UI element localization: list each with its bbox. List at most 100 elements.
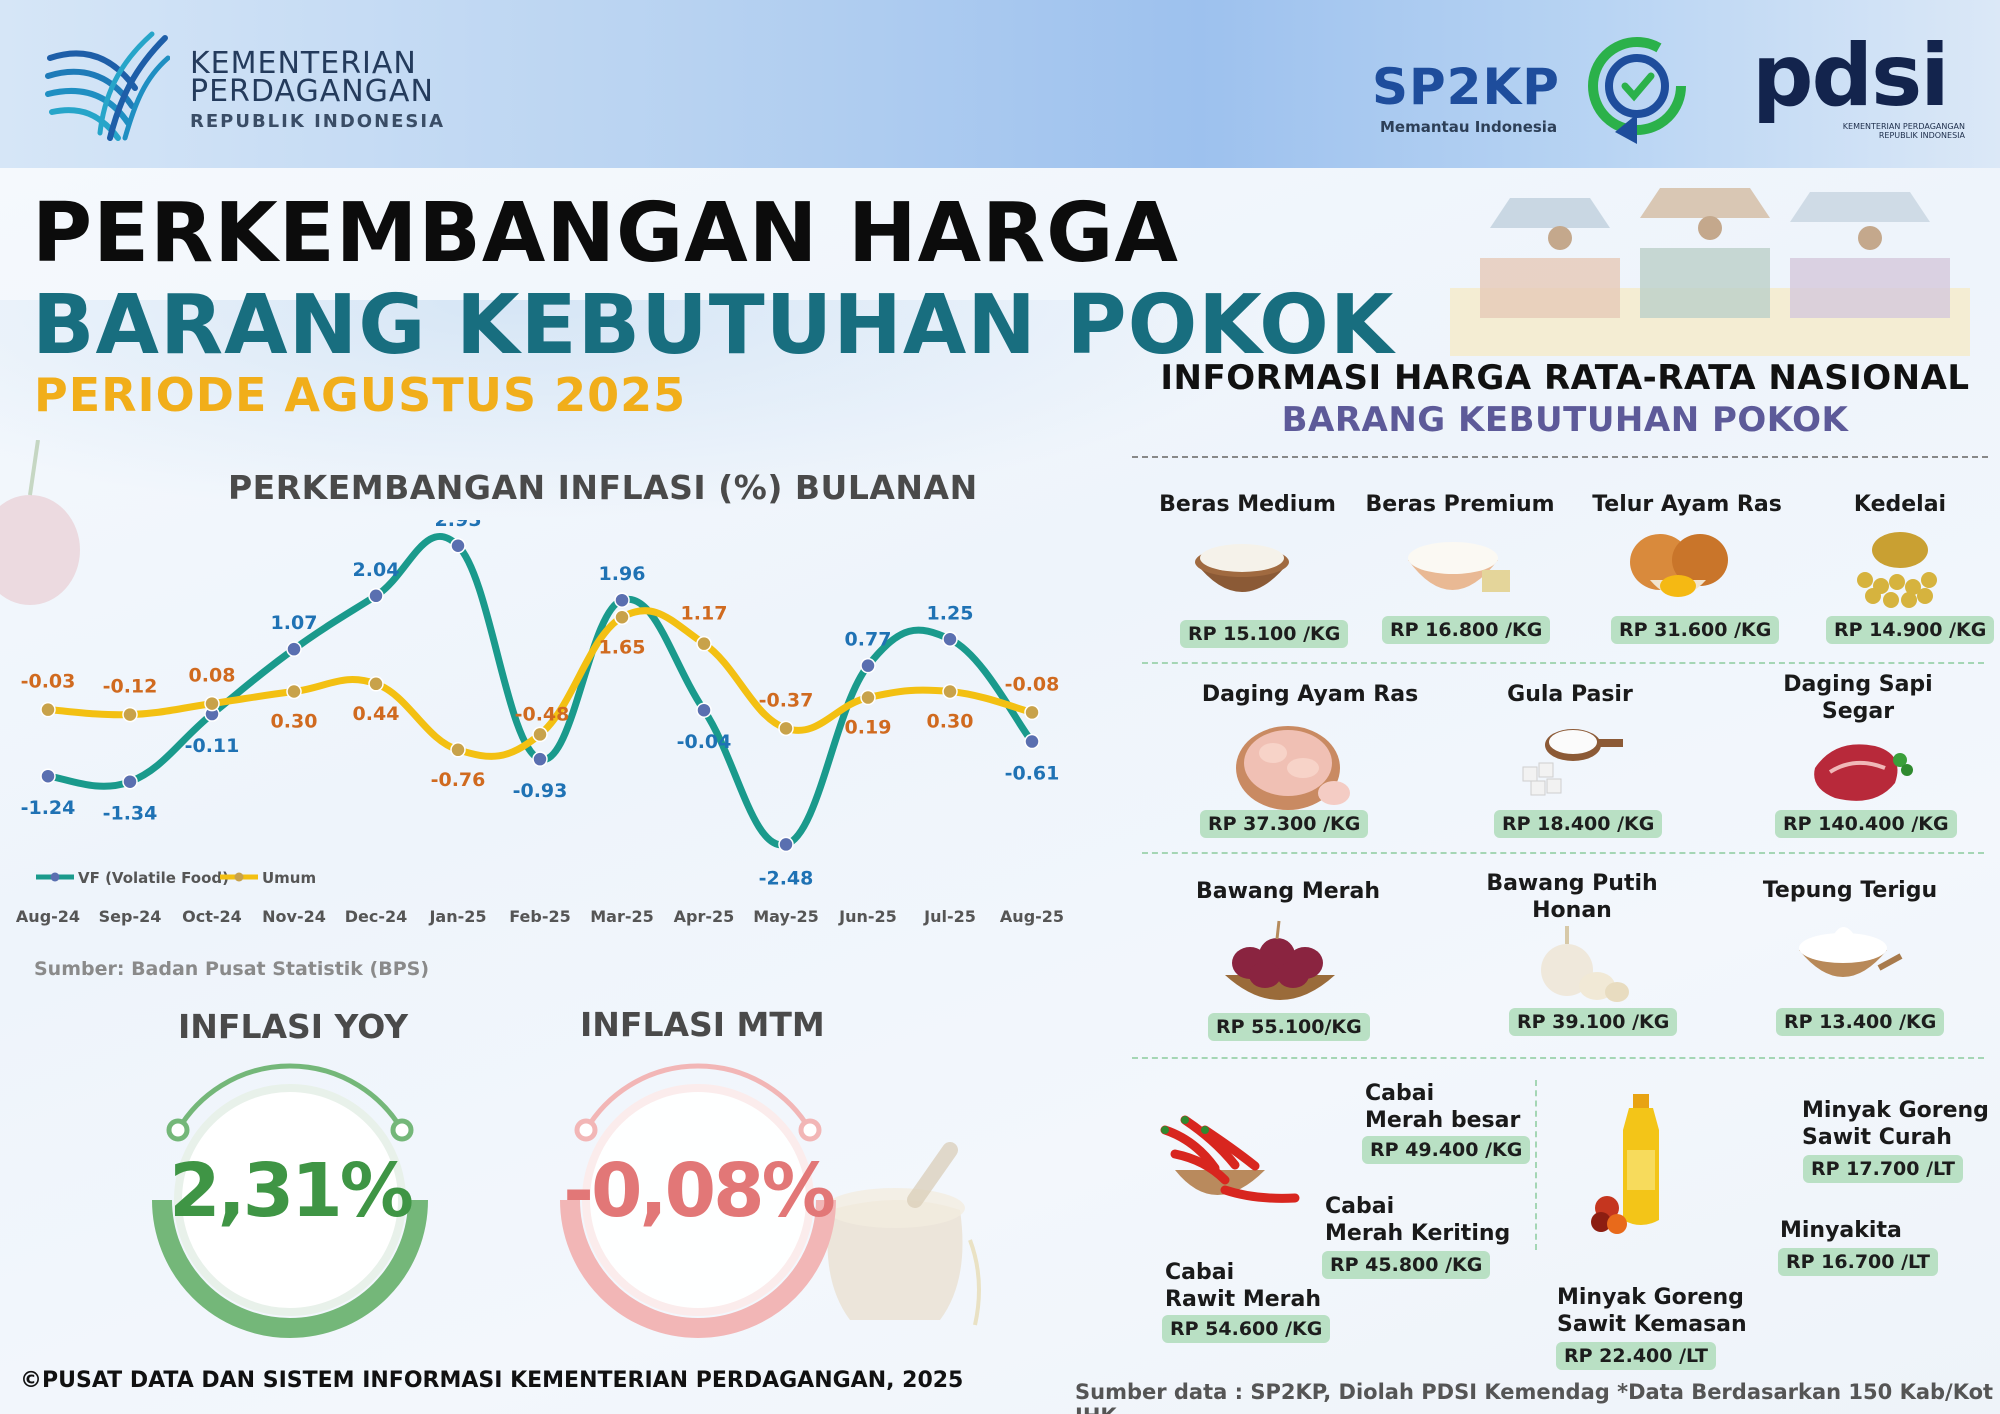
sp2kp-logo-text: SP2KP — [1372, 58, 1560, 116]
row-divider-2 — [1142, 852, 1984, 854]
price-kedelai: RP 14.900 /KG — [1826, 616, 1995, 644]
kemendag-logo-icon — [45, 31, 170, 141]
column-divider — [1535, 1080, 1537, 1250]
vf-point — [614, 592, 630, 608]
shallot-icon — [1225, 920, 1335, 1000]
item-name-cabai-merah-keriting-line1: Cabai — [1325, 1194, 1395, 1219]
ministry-line3: REPUBLIK INDONESIA — [190, 111, 446, 132]
wave-decoration — [0, 300, 1300, 520]
vf-point — [860, 657, 876, 674]
pdsi-tagline: KEMENTERIAN PERDAGANGAN REPUBLIK INDONES… — [1825, 122, 1965, 140]
ministry-name: KEMENTERIAN PERDAGANGAN REPUBLIK INDONES… — [190, 46, 446, 136]
page-title-line1: PERKEMBANGAN HARGA — [32, 186, 1179, 281]
item-name-minyakita: Minyakita — [1780, 1218, 1902, 1243]
vf-point — [1024, 733, 1040, 750]
x-tick-label: Apr-25 — [674, 907, 735, 926]
soybean-icon — [1857, 532, 1937, 608]
price-daging-ayam: RP 37.300 /KG — [1200, 810, 1369, 838]
vf-data-label: -2.48 — [759, 867, 814, 889]
price-beras-premium: RP 16.800 /KG — [1382, 616, 1551, 644]
umum-data-label: 0.19 — [845, 717, 892, 739]
vf-series-line — [44, 533, 1036, 849]
x-tick-label: Feb-25 — [509, 907, 571, 926]
vf-point — [778, 836, 794, 853]
price-tepung: RP 13.400 /KG — [1776, 1008, 1945, 1036]
umum-point — [532, 726, 548, 743]
period-title: PERIODE AGUSTUS 2025 — [34, 368, 687, 422]
umum-data-label: 0.30 — [927, 711, 974, 733]
item-name-minyak-kemasan-line2: Sawit Kemasan — [1557, 1312, 1747, 1337]
ministry-line2: PERDAGANGAN — [190, 74, 434, 109]
umum-point — [122, 706, 138, 723]
vf-data-label: -0.61 — [1005, 763, 1060, 785]
price-cabai-merah-besar: RP 49.400 /KG — [1362, 1136, 1531, 1164]
vf-point — [532, 751, 548, 767]
yoy-value: 2,31% — [169, 1148, 414, 1234]
garlic-icon — [1541, 926, 1629, 1002]
yoy-label: INFLASI YOY — [178, 1007, 409, 1046]
vf-point — [122, 773, 138, 790]
item-name-cabai-merah-besar-line2: Merah besar — [1365, 1108, 1521, 1133]
item-name-bawang-putih-line2: Honan — [1532, 898, 1612, 923]
price-minyakita: RP 16.700 /LT — [1778, 1248, 1938, 1276]
ministry-line1: KEMENTERIAN — [190, 46, 417, 81]
sp2kp-tagline: Memantau Indonesia — [1380, 118, 1558, 136]
vf-point — [942, 631, 958, 647]
x-tick-label: Jun-25 — [838, 907, 897, 926]
yoy-gauge-ring — [152, 1063, 428, 1338]
copyright-footer: ©PUSAT DATA DAN SISTEM INFORMASI KEMENTE… — [20, 1368, 964, 1393]
item-name-cabai-merah-besar: Cabai Merah besar — [1365, 1080, 1565, 1134]
vf-data-label: -1.34 — [103, 803, 158, 825]
umum-point — [450, 742, 466, 758]
item-name-minyak-curah: Minyak Goreng Sawit Curah — [1802, 1097, 2000, 1151]
legend-vf-marker — [50, 872, 60, 882]
beef-icon — [1814, 744, 1913, 801]
vf-point — [40, 768, 56, 784]
umum-data-label: 1.17 — [681, 603, 728, 625]
x-tick-label: Jul-25 — [923, 907, 976, 926]
x-tick-label: Aug-24 — [16, 907, 80, 926]
chart-source: Sumber: Badan Pusat Statistik (BPS) — [34, 958, 430, 980]
price-bawang-putih: RP 39.100 /KG — [1509, 1008, 1678, 1036]
prices-divider — [1132, 456, 1988, 458]
item-name-bawang-putih-line1: Bawang Putih — [1486, 871, 1658, 896]
price-beras-medium: RP 15.100 /KG — [1180, 620, 1349, 648]
item-name-minyak-kemasan: Minyak Goreng Sawit Kemasan — [1557, 1284, 1777, 1338]
price-cabai-merah-keriting: RP 45.800 /KG — [1322, 1251, 1491, 1279]
x-tick-label: Oct-24 — [182, 907, 242, 926]
x-tick-label: Dec-24 — [345, 907, 408, 926]
pdsi-tagline-line1: KEMENTERIAN PERDAGANGAN — [1842, 122, 1965, 131]
price-minyak-kemasan: RP 22.400 /LT — [1556, 1342, 1716, 1370]
item-name-tepung: Tepung Terigu — [1762, 878, 1938, 903]
item-name-daging-ayam: Daging Ayam Ras — [1201, 682, 1419, 707]
price-cabai-rawit: RP 54.600 /KG — [1162, 1315, 1331, 1343]
item-name-minyak-curah-line1: Minyak Goreng — [1802, 1098, 1989, 1123]
umum-point — [204, 695, 220, 712]
item-name-cabai-merah-keriting-line2: Merah Keriting — [1325, 1221, 1511, 1246]
umum-point — [942, 683, 958, 700]
umum-data-label: -0.76 — [431, 769, 486, 791]
market-illustration-icon — [1450, 188, 1970, 356]
vf-data-label: 2.04 — [353, 559, 400, 581]
item-name-beras-premium: Beras Premium — [1365, 492, 1555, 517]
price-minyak-curah: RP 17.700 /LT — [1803, 1155, 1963, 1183]
vf-data-label: 1.96 — [599, 563, 646, 585]
umum-data-label: 0.30 — [271, 711, 318, 733]
vf-point — [286, 641, 302, 657]
item-name-cabai-rawit-line1: Cabai — [1165, 1260, 1235, 1285]
umum-data-label: -0.08 — [1005, 673, 1060, 695]
umum-data-label: -0.03 — [21, 671, 76, 693]
item-name-minyak-kemasan-line1: Minyak Goreng — [1557, 1285, 1744, 1310]
vf-data-label: 1.25 — [927, 602, 974, 624]
chicken-meat-icon — [1236, 726, 1350, 810]
price-bawang-merah: RP 55.100/KG — [1208, 1013, 1370, 1041]
umum-data-label: 1.65 — [599, 636, 646, 658]
chart-title: PERKEMBANGAN INFLASI (%) BULANAN — [228, 468, 978, 507]
vf-data-label: -1.24 — [21, 797, 76, 819]
x-tick-label: Jan-25 — [428, 907, 486, 926]
vf-data-label: -0.11 — [185, 735, 240, 757]
umum-point — [368, 676, 384, 692]
umum-data-label: -0.48 — [515, 703, 570, 725]
umum-data-label: -0.37 — [759, 689, 814, 711]
umum-data-label: 0.08 — [189, 665, 236, 687]
